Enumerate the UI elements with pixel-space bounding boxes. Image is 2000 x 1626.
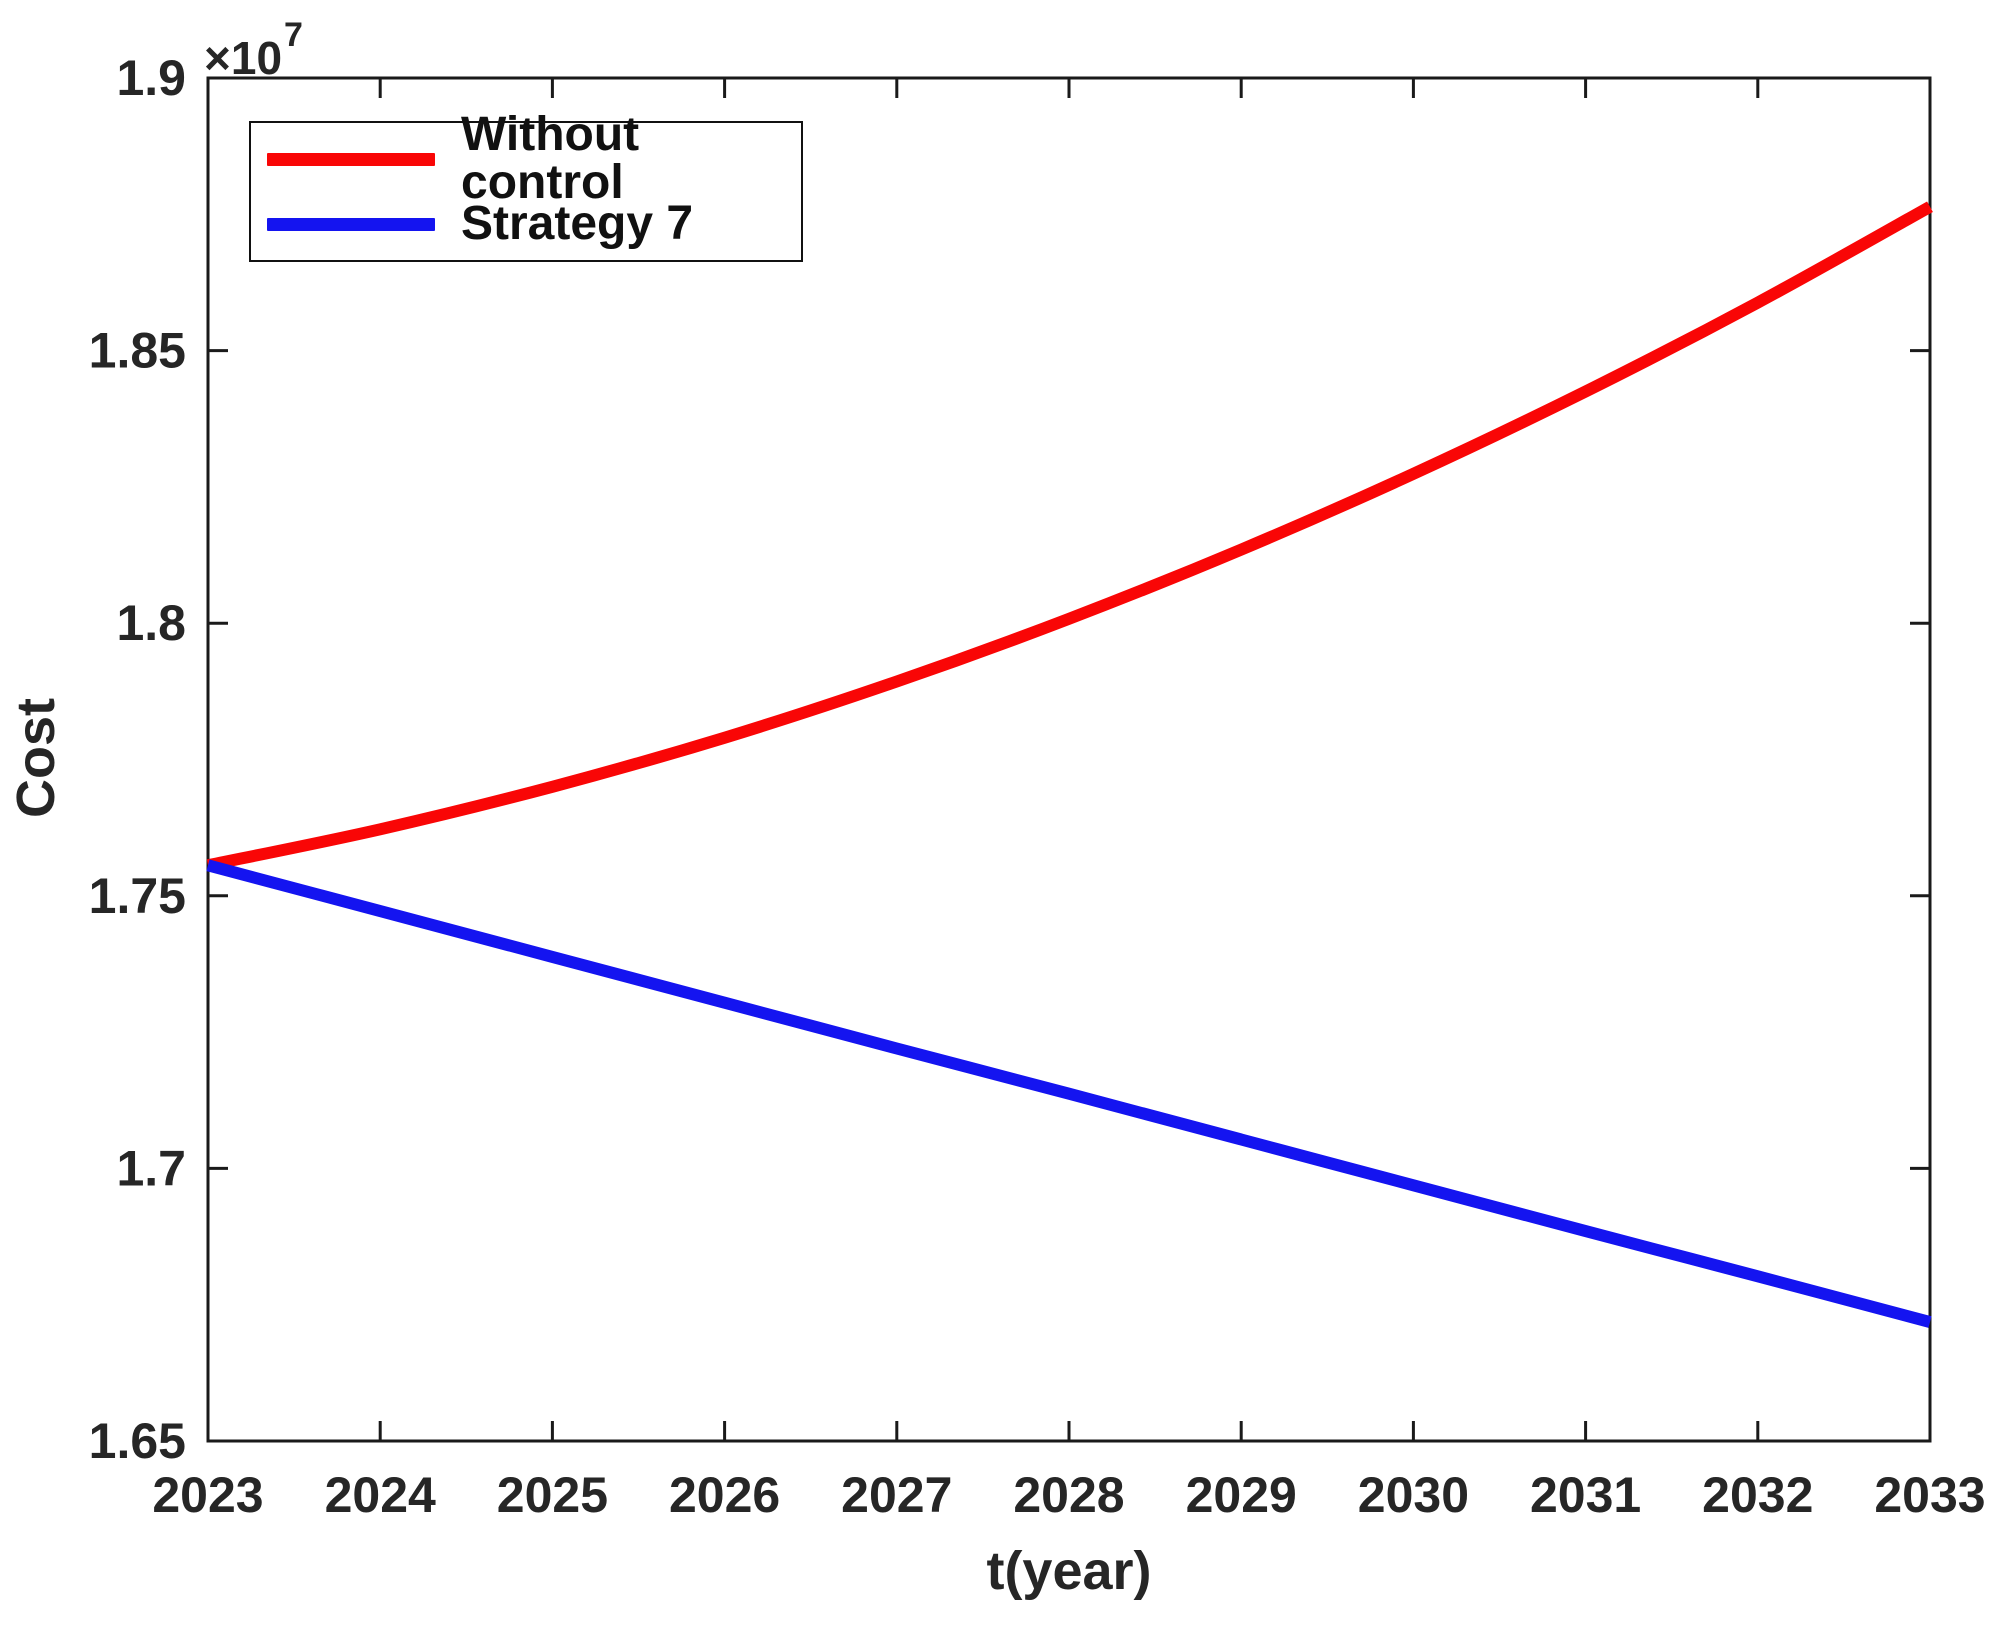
- legend: Without control Strategy 7: [249, 111, 803, 262]
- multiplier-base: ×10: [204, 32, 283, 84]
- y-tick-label: 1.9: [116, 50, 186, 106]
- axes-box: [206, 76, 1932, 1443]
- legend-label: Strategy 7: [461, 197, 694, 250]
- series-line-0: [206, 201, 1933, 872]
- x-tick-label: 2030: [1358, 1467, 1469, 1523]
- x-tick-label: 2024: [325, 1467, 436, 1523]
- legend-label: Without control: [461, 108, 640, 209]
- x-axis-label: t(year): [986, 1541, 1152, 1601]
- y-tick-label: 1.85: [89, 323, 186, 379]
- series-line-1: [206, 859, 1932, 1328]
- x-tick-label: 2025: [497, 1467, 608, 1523]
- x-tick-label: 2028: [1013, 1467, 1124, 1523]
- x-tick-label: 2033: [1874, 1467, 1985, 1523]
- legend-item-without-control: Without control: [251, 111, 801, 207]
- y-axis-label: Cost: [6, 698, 66, 818]
- x-tick-label: 2023: [152, 1467, 263, 1523]
- y-tick-label: 1.7: [116, 1140, 186, 1196]
- x-tick-label: 2032: [1702, 1467, 1813, 1523]
- y-tick-label: 1.65: [89, 1413, 186, 1469]
- legend-line-red: [267, 152, 435, 166]
- legend-item-strategy-7: Strategy 7: [251, 196, 801, 252]
- x-tick-label: 2027: [841, 1467, 952, 1523]
- y-tick-label: 1.8: [116, 595, 186, 651]
- y-tick-label: 1.75: [89, 868, 186, 924]
- multiplier-exponent: 7: [284, 16, 303, 54]
- x-tick-label: 2029: [1186, 1467, 1297, 1523]
- x-tick-label: 2031: [1530, 1467, 1641, 1523]
- x-tick-label: 2026: [669, 1467, 780, 1523]
- legend-line-blue: [267, 217, 435, 231]
- y-axis-multiplier: ×107: [204, 16, 303, 85]
